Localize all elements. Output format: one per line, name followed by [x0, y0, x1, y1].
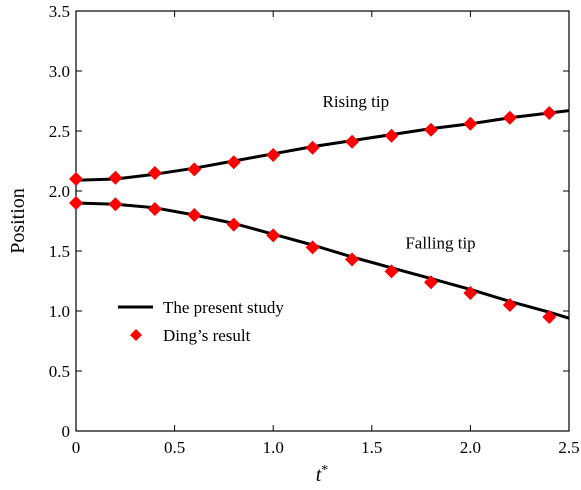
x-tick-label: 0.5 [164, 438, 185, 457]
data-point-diamond [305, 140, 320, 155]
x-tick-label: 1.0 [263, 438, 284, 457]
y-tick-label: 1.0 [49, 302, 70, 321]
data-point-diamond [226, 217, 241, 232]
data-point-diamond [108, 197, 123, 212]
x-tick-label: 2.5 [558, 438, 579, 457]
x-axis-label: t* [316, 463, 329, 487]
data-point-diamond [542, 106, 557, 120]
y-tick-label: 2.0 [49, 182, 70, 201]
legend: The present study Ding’s result [118, 298, 284, 345]
x-tick-label: 1.5 [361, 438, 382, 457]
y-tick-label: 0 [62, 422, 71, 441]
annotations-layer: Rising tip Falling tip [323, 92, 476, 253]
data-point-diamond [266, 228, 281, 243]
y-tick-label: 0.5 [49, 362, 70, 381]
y-tick-label: 1.5 [49, 242, 70, 261]
ticks-layer: 0 0.5 1.0 1.5 2.0 2.5 0 0.5 1.0 1.5 2.0 2.5 3.0 3.5 [49, 2, 580, 457]
data-point-diamond [147, 166, 162, 180]
data-point-diamond [463, 286, 478, 300]
annotation-rising-tip: Rising tip [323, 92, 390, 111]
data-point-diamond [384, 264, 399, 279]
y-tick-label: 2.5 [49, 122, 70, 141]
data-point-diamond [187, 208, 202, 222]
data-point-diamond [423, 122, 438, 137]
x-tick-label: 0 [72, 438, 81, 457]
data-point-diamond [463, 116, 478, 131]
plot-area: 0 0.5 1.0 1.5 2.0 2.5 0 0.5 1.0 1.5 2.0 2.5 3.0 3.5 [49, 2, 580, 457]
plot-frame [75, 10, 570, 432]
data-point-diamond [502, 298, 517, 312]
data-point-diamond [108, 170, 123, 185]
y-tick-label: 3.5 [49, 2, 70, 21]
data-point-diamond [345, 252, 360, 267]
series-line-1 [75, 109, 570, 182]
data-point-diamond [384, 128, 399, 143]
data-point-diamond [266, 148, 281, 162]
data-point-diamond [69, 196, 83, 210]
data-point-diamond [345, 134, 360, 149]
y-tick-label: 3.0 [49, 62, 70, 81]
series-layer [69, 106, 570, 324]
x-tick-label: 2.0 [460, 438, 481, 457]
data-point-diamond [147, 202, 162, 216]
data-point-diamond [423, 275, 438, 290]
data-point-diamond [305, 240, 320, 255]
annotation-falling-tip: Falling tip [405, 234, 475, 253]
legend-label-present-study: The present study [163, 298, 284, 317]
legend-diamond-swatch [130, 329, 142, 341]
data-point-diamond [502, 110, 517, 125]
y-axis-label: Position [7, 188, 29, 254]
data-point-diamond [187, 162, 202, 177]
data-point-diamond [69, 172, 83, 186]
series-line-2 [75, 201, 570, 320]
legend-label-dings-result: Ding’s result [163, 326, 251, 345]
data-point-diamond [542, 310, 557, 324]
data-point-diamond [226, 155, 241, 170]
